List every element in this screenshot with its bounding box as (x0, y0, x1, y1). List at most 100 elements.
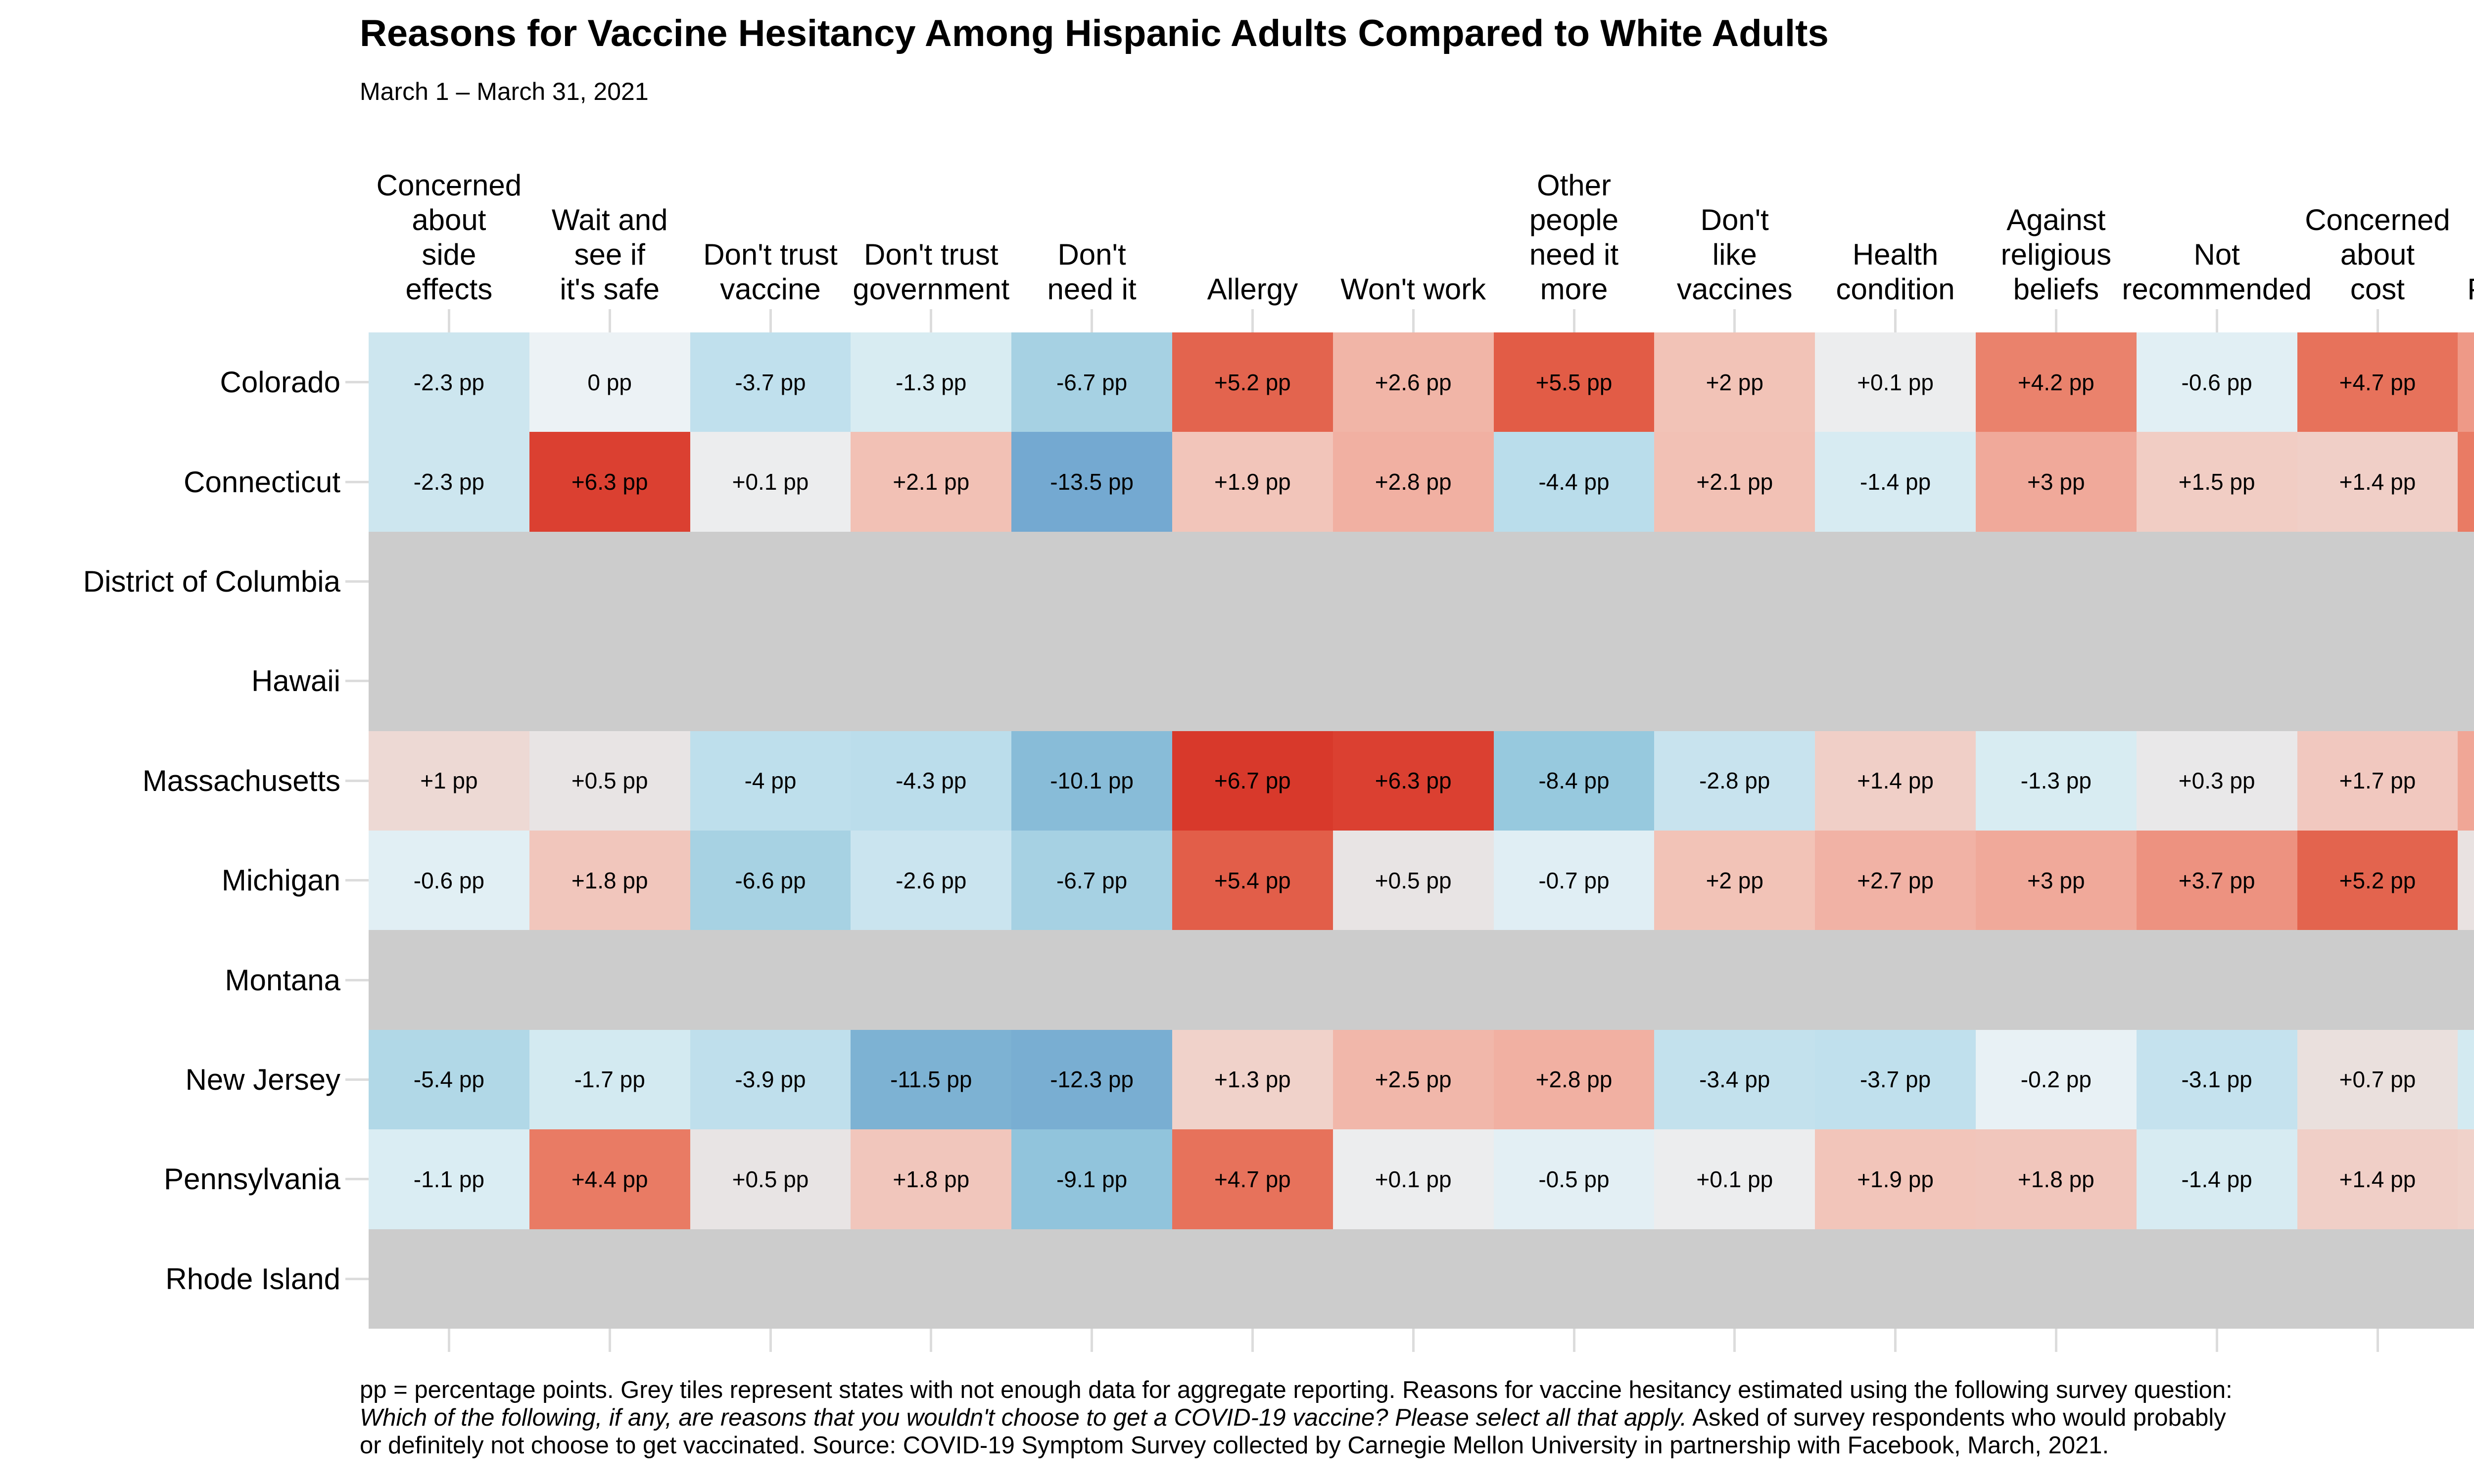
heatmap-cell: -1.3 pp (1975, 731, 2137, 831)
footnote: pp = percentage points. Grey tiles repre… (360, 1376, 2233, 1459)
column-header: Health condition (1815, 237, 1976, 307)
heatmap-cell: +1.9 pp (1815, 1129, 1976, 1229)
heatmap-cell: -2.3 pp (369, 332, 529, 432)
column-header-label: Allergy (1207, 273, 1298, 306)
column-header-label: Don't like vaccines (1677, 203, 1793, 306)
row-label: District of Columbia (83, 564, 340, 598)
heatmap-cell: +1.7 pp (2297, 731, 2458, 831)
row-labels: Colorado Connecticut District of Columbia H… (0, 332, 340, 1329)
heatmap-cell (2297, 631, 2458, 731)
heatmap-cell: +1.8 pp (1975, 1129, 2137, 1229)
column-header: Allergy (1172, 272, 1333, 307)
heatmap-cell: -2.8 pp (1654, 731, 1815, 831)
heatmap-cell: 0 pp (529, 332, 690, 432)
heatmap-cell (1011, 631, 1172, 731)
heatmap-cell: -6.7 pp (1011, 830, 1172, 930)
heatmap-cell (2297, 1229, 2458, 1329)
axis-tick (1412, 1329, 1415, 1352)
heatmap-cell: +0.1 pp (1332, 1129, 1494, 1229)
axis-tick (447, 309, 450, 332)
heatmap-cell: -2.6 pp (851, 830, 1012, 930)
row-label: Montana (225, 963, 341, 997)
axis-tick (345, 580, 369, 583)
column-header-label: Against religious beliefs (2000, 203, 2112, 306)
heatmap-cell: +1.8 pp (529, 830, 690, 930)
heatmap-cell: +4.7 pp (2297, 332, 2458, 432)
heatmap-cell: -10.1 pp (1011, 731, 1172, 831)
axis-tick (1733, 1329, 1736, 1352)
axis-tick (2054, 309, 2057, 332)
axis-tick (1251, 1329, 1254, 1352)
heatmap-cell (1815, 930, 1976, 1030)
heatmap-cell: -4 pp (690, 731, 851, 831)
heatmap-cell (690, 631, 851, 731)
heatmap-cell (529, 1229, 690, 1329)
axis-tick (608, 1329, 611, 1352)
heatmap-cell: -12.3 pp (1011, 1029, 1172, 1130)
column-header-label: Other people need it more (1529, 169, 1619, 306)
row-label: Rhode Island (165, 1262, 340, 1296)
row-label: Connecticut (184, 465, 340, 499)
heatmap-cell: +2.1 pp (1654, 432, 1815, 532)
heatmap-cell (1975, 930, 2137, 1030)
heatmap-cell: -3.7 pp (690, 332, 851, 432)
heatmap-cell: +1.4 pp (1815, 731, 1976, 831)
heatmap-cell: -0.6 pp (2136, 332, 2297, 432)
axis-tick (345, 1078, 369, 1081)
axis-tick (1251, 309, 1254, 332)
heatmap-cell: +2.1 pp (851, 432, 1012, 532)
heatmap-cell: +4.4 pp (529, 1129, 690, 1229)
column-header: Concerned about side effects (369, 168, 529, 307)
heatmap-cell: +2.5 pp (1332, 1029, 1494, 1130)
heatmap-cell: +5.4 pp (1172, 830, 1333, 930)
heatmap-cell: -4.3 pp (851, 731, 1012, 831)
heatmap-cell (851, 1229, 1012, 1329)
heatmap-cell: -0.6 pp (369, 830, 529, 930)
heatmap-cell (369, 631, 529, 731)
heatmap-cell (2297, 930, 2458, 1030)
heatmap-cell (369, 930, 529, 1030)
axis-tick (2376, 1329, 2379, 1352)
heatmap-cell: +1.9 pp (1172, 432, 1333, 532)
heatmap-cell (1011, 930, 1172, 1030)
heatmap-cell: -4.4 pp (1493, 432, 1655, 532)
axis-tick (345, 779, 369, 782)
heatmap-cell (1332, 930, 1494, 1030)
heatmap-cell: +2.6 pp (1332, 332, 1494, 432)
heatmap-cell: +0.3 pp (2136, 731, 2297, 831)
heatmap-cell (2458, 930, 2474, 1030)
heatmap-cell (2458, 531, 2474, 632)
heatmap-cell: -3.4 pp (1654, 1029, 1815, 1130)
heatmap-cell (529, 631, 690, 731)
heatmap-cell: -1.1 pp (369, 1129, 529, 1229)
heatmap-cell (2136, 631, 2297, 731)
heatmap-cell: +1 pp (369, 731, 529, 831)
axis-tick (769, 1329, 772, 1352)
column-header: Won't work (1333, 272, 1494, 307)
heatmap-cell: +2.8 pp (1493, 1029, 1655, 1130)
heatmap-cell: +1.3 pp (1172, 1029, 1333, 1130)
heatmap-cell (851, 631, 1012, 731)
axis-tick (1733, 309, 1736, 332)
row-label: Massachusetts (142, 764, 340, 797)
heatmap-cell: +0.1 pp (1815, 332, 1976, 432)
axis-tick (1894, 1329, 1897, 1352)
heatmap-cell: +0.5 pp (1332, 830, 1494, 930)
axis-tick (1572, 309, 1575, 332)
heatmap-cell (690, 531, 851, 632)
column-header: Don't need it (1011, 237, 1172, 307)
heatmap-cell (1332, 531, 1494, 632)
heatmap-cell: +4.4 pp (2458, 432, 2474, 532)
column-header-label: Pregnancy (2467, 272, 2474, 307)
column-header: Pregnancy (2458, 272, 2474, 307)
heatmap-cell (1975, 1229, 2137, 1329)
heatmap-cell (2136, 1229, 2297, 1329)
axis-tick (1091, 309, 1094, 332)
column-header-label: Health condition (1836, 238, 1955, 306)
heatmap-cell: -11.5 pp (851, 1029, 1012, 1130)
heatmap-cell: -8.4 pp (1493, 731, 1655, 831)
column-header: Not recommended (2122, 237, 2312, 307)
heatmap-cell (1654, 631, 1815, 731)
heatmap-cell: +3.7 pp (2136, 830, 2297, 930)
